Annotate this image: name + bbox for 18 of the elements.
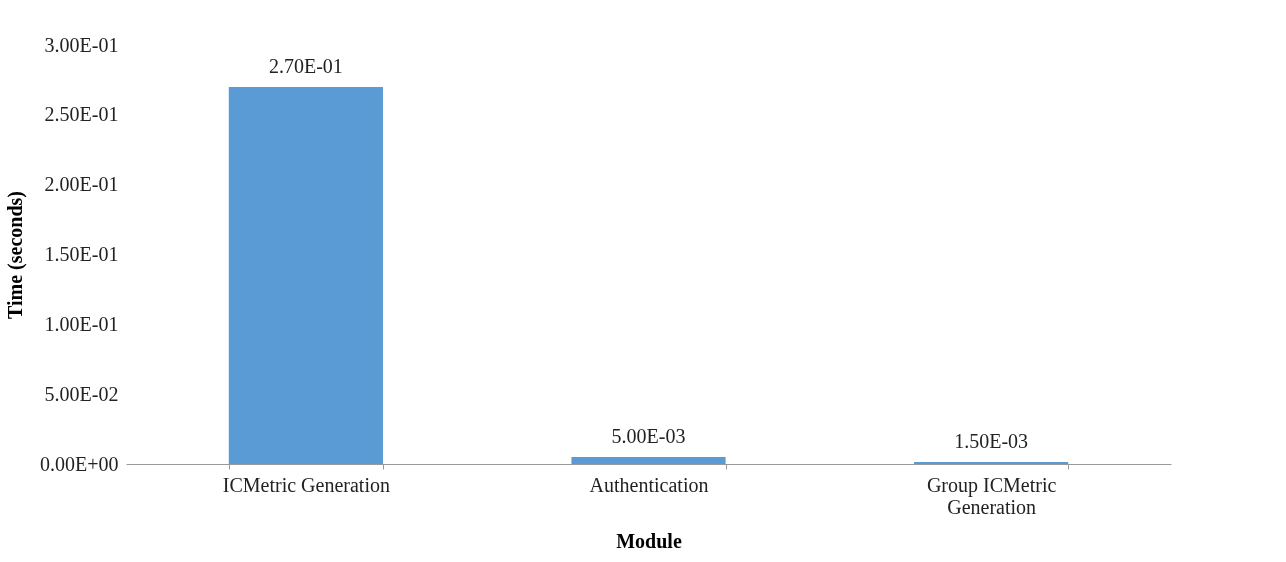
data-label: 2.70E-01	[268, 54, 343, 77]
y-axis-title: Time (seconds)	[4, 191, 27, 319]
x-tick-label: ICMetric Generation	[222, 473, 390, 496]
bar	[571, 457, 726, 464]
y-tick-label: 1.00E-01	[44, 312, 119, 335]
data-label: 1.50E-03	[954, 429, 1029, 452]
y-tick-label: 1.50E-01	[44, 243, 119, 265]
bar	[228, 86, 383, 464]
y-tick-label: 5.00E-02	[44, 382, 119, 405]
y-tick-label: 0.00E+00	[40, 452, 119, 475]
bar	[914, 461, 1069, 464]
data-label: 5.00E-03	[611, 425, 686, 448]
x-tick-label: Group ICMetric Generation	[926, 473, 1057, 518]
y-tick-label: 2.50E-01	[44, 103, 119, 126]
x-axis-title: Module	[616, 529, 682, 552]
y-tick-label: 2.00E-01	[44, 173, 119, 196]
y-tick-label: 3.00E-01	[44, 33, 119, 56]
x-tick-label: Authentication	[589, 473, 709, 496]
